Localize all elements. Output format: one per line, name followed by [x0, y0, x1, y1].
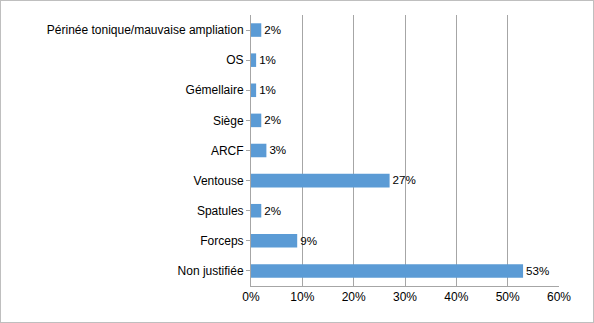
svg-text:60%: 60% [547, 290, 571, 304]
svg-text:OS: OS [226, 53, 243, 67]
svg-text:27%: 27% [393, 173, 416, 186]
svg-text:Forceps: Forceps [200, 234, 243, 248]
svg-text:30%: 30% [393, 290, 417, 304]
svg-text:9%: 9% [300, 234, 317, 247]
svg-text:0%: 0% [242, 290, 260, 304]
svg-text:ARCF: ARCF [211, 144, 244, 158]
svg-text:Non justifiée: Non justifiée [178, 264, 244, 278]
svg-text:53%: 53% [526, 264, 549, 277]
svg-text:Ventouse: Ventouse [194, 174, 244, 188]
svg-text:2%: 2% [264, 113, 281, 126]
svg-text:Siège: Siège [213, 114, 244, 128]
svg-text:50%: 50% [496, 290, 520, 304]
svg-text:2%: 2% [264, 23, 281, 36]
svg-text:3%: 3% [269, 143, 286, 156]
svg-text:Gémellaire: Gémellaire [186, 83, 244, 97]
svg-text:20%: 20% [342, 290, 366, 304]
svg-text:2%: 2% [264, 204, 281, 217]
svg-text:10%: 10% [290, 290, 314, 304]
svg-text:Spatules: Spatules [197, 204, 244, 218]
svg-text:40%: 40% [444, 290, 468, 304]
svg-text:1%: 1% [259, 53, 276, 66]
svg-text:Périnée tonique/mauvaise ampli: Périnée tonique/mauvaise ampliation [47, 23, 244, 37]
svg-text:1%: 1% [259, 83, 276, 96]
